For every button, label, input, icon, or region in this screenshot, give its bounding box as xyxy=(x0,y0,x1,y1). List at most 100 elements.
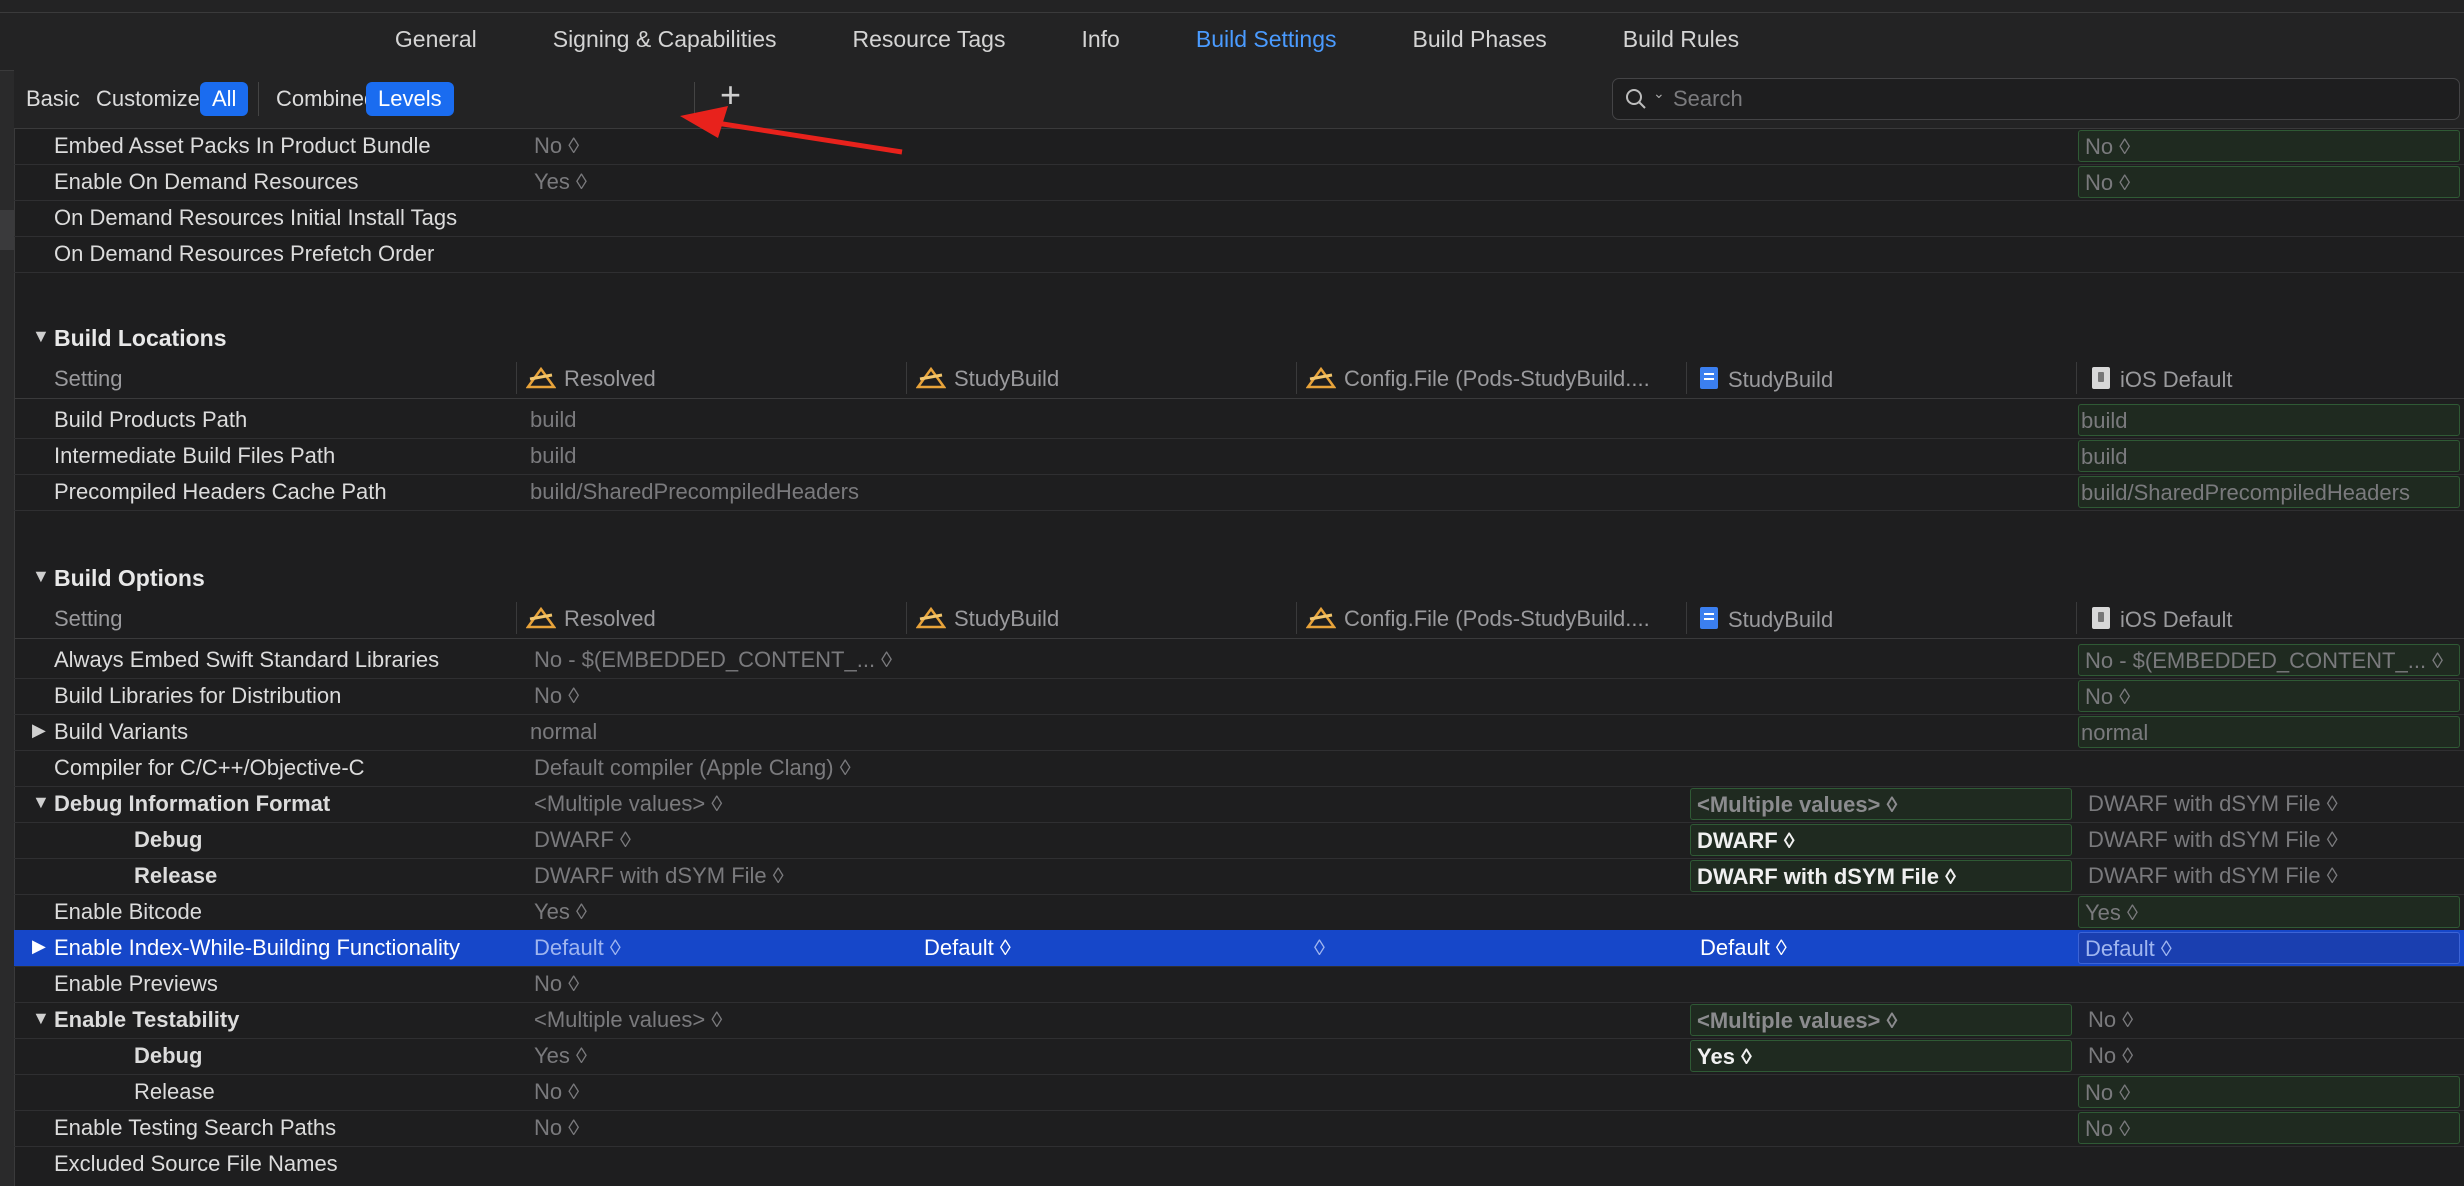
default-value[interactable]: DWARF with dSYM File ◊ xyxy=(2088,791,2338,816)
table-row[interactable]: Release DWARF with dSYM File ◊ DWARF wit… xyxy=(14,858,2464,895)
column-config[interactable]: Config.File (Pods-StudyBuild.... xyxy=(1305,366,1650,395)
config-value[interactable]: ◊ xyxy=(1314,935,1325,960)
column-resolved[interactable]: Resolved xyxy=(525,366,656,395)
resolved-value[interactable]: Default compiler (Apple Clang) ◊ xyxy=(534,755,851,780)
default-value[interactable]: normal xyxy=(2081,720,2149,745)
resolved-value[interactable]: build xyxy=(530,407,577,432)
tab-build-phases[interactable]: Build Phases xyxy=(1412,26,1547,52)
resolved-value[interactable]: DWARF ◊ xyxy=(534,827,631,852)
resolved-value[interactable]: No ◊ xyxy=(534,683,580,708)
default-value[interactable]: DWARF with dSYM File ◊ xyxy=(2088,827,2338,852)
default-value[interactable]: No - $(EMBEDDED_CONTENT_... ◊ xyxy=(2085,648,2444,673)
project-value[interactable]: <Multiple values> ◊ xyxy=(1697,792,1898,817)
default-value[interactable]: build xyxy=(2081,408,2128,433)
table-row[interactable]: Enable Testing Search Paths No ◊ No ◊ xyxy=(14,1110,2464,1147)
project-value[interactable]: <Multiple values> ◊ xyxy=(1697,1008,1898,1033)
table-row[interactable]: Build Libraries for Distribution No ◊ No… xyxy=(14,678,2464,715)
column-default[interactable]: iOS Default xyxy=(2090,366,2233,396)
search-input[interactable] xyxy=(1671,79,2445,119)
resolved-value[interactable]: Yes ◊ xyxy=(534,899,587,924)
default-value[interactable]: No ◊ xyxy=(2085,684,2131,709)
default-value[interactable]: No ◊ xyxy=(2088,1043,2134,1068)
tab-info[interactable]: Info xyxy=(1081,26,1120,52)
default-value[interactable]: No ◊ xyxy=(2085,1116,2131,1141)
table-row[interactable]: On Demand Resources Prefetch Order xyxy=(14,236,2464,273)
resolved-value[interactable]: No ◊ xyxy=(534,1115,580,1140)
resolved-value[interactable]: <Multiple values> ◊ xyxy=(534,791,723,816)
table-row[interactable]: Debug DWARF ◊ DWARF ◊ DWARF with dSYM Fi… xyxy=(14,822,2464,859)
disclosure-open-icon[interactable]: ▼ xyxy=(32,566,50,586)
default-value[interactable]: No ◊ xyxy=(2085,1080,2131,1105)
resolved-value[interactable]: No - $(EMBEDDED_CONTENT_... ◊ xyxy=(534,647,893,672)
default-value[interactable]: Yes ◊ xyxy=(2085,900,2138,925)
table-row[interactable]: Precompiled Headers Cache Path build/Sha… xyxy=(14,474,2464,511)
resolved-value[interactable]: Yes ◊ xyxy=(534,169,587,194)
default-value[interactable]: Default ◊ xyxy=(2085,936,2172,961)
section-build-options[interactable]: ▼ Build Options xyxy=(14,558,2464,598)
project-value[interactable]: DWARF with dSYM File ◊ xyxy=(1697,864,1956,889)
project-value[interactable]: Yes ◊ xyxy=(1697,1044,1752,1069)
tab-build-rules[interactable]: Build Rules xyxy=(1622,26,1740,52)
filter-basic-button[interactable]: Basic xyxy=(26,86,80,111)
default-value[interactable]: No ◊ xyxy=(2088,1007,2134,1032)
target-value[interactable]: Default ◊ xyxy=(924,935,1011,960)
default-value[interactable]: No ◊ xyxy=(2085,170,2131,195)
table-row[interactable]: Embed Asset Packs In Product Bundle No ◊… xyxy=(14,128,2464,165)
table-row-selected[interactable]: ▶ Enable Index-While-Building Functional… xyxy=(14,930,2464,967)
resolved-value[interactable]: build/SharedPrecompiledHeaders xyxy=(530,479,859,504)
tab-resource-tags[interactable]: Resource Tags xyxy=(852,26,1006,52)
filter-combined-button[interactable]: Combined xyxy=(276,86,377,111)
resolved-value[interactable]: Default ◊ xyxy=(534,935,621,960)
table-row[interactable]: Compiler for C/C++/Objective-C Default c… xyxy=(14,750,2464,787)
add-setting-plus-icon[interactable]: + xyxy=(720,74,742,115)
table-row[interactable]: Build Products Path build build xyxy=(14,402,2464,439)
table-row[interactable]: On Demand Resources Initial Install Tags xyxy=(14,200,2464,237)
resolved-value[interactable]: <Multiple values> ◊ xyxy=(534,1007,723,1032)
table-row[interactable]: ▶ Build Variants normal normal xyxy=(14,714,2464,751)
table-row[interactable]: Debug Yes ◊ Yes ◊ No ◊ xyxy=(14,1038,2464,1075)
project-value[interactable]: Default ◊ xyxy=(1700,935,1787,960)
tab-general[interactable]: General xyxy=(394,26,477,52)
column-default[interactable]: iOS Default xyxy=(2090,606,2233,636)
table-row[interactable]: ▼ Enable Testability <Multiple values> ◊… xyxy=(14,1002,2464,1039)
filter-customized-button[interactable]: Customized xyxy=(96,86,213,111)
tab-build-settings[interactable]: Build Settings xyxy=(1195,26,1337,52)
column-config[interactable]: Config.File (Pods-StudyBuild.... xyxy=(1305,606,1650,635)
column-project[interactable]: StudyBuild xyxy=(1698,366,1833,396)
disclosure-closed-icon[interactable]: ▶ xyxy=(32,720,46,740)
disclosure-open-icon[interactable]: ▼ xyxy=(32,326,50,346)
disclosure-open-icon[interactable]: ▼ xyxy=(32,792,50,812)
search-field[interactable]: ⌄ xyxy=(1612,78,2460,120)
resolved-value[interactable]: Yes ◊ xyxy=(534,1043,587,1068)
default-value[interactable]: No ◊ xyxy=(2085,134,2131,159)
resolved-value[interactable]: DWARF with dSYM File ◊ xyxy=(534,863,784,888)
resolved-value[interactable]: No ◊ xyxy=(534,971,580,996)
project-value[interactable]: DWARF ◊ xyxy=(1697,828,1795,853)
resolved-value[interactable]: build xyxy=(530,443,577,468)
resolved-value[interactable]: normal xyxy=(530,719,598,744)
disclosure-closed-icon[interactable]: ▶ xyxy=(32,936,46,956)
table-row[interactable]: Excluded Source File Names xyxy=(14,1146,2464,1182)
section-build-locations[interactable]: ▼ Build Locations xyxy=(14,318,2464,358)
column-project[interactable]: StudyBuild xyxy=(1698,606,1833,636)
default-value[interactable]: build/SharedPrecompiledHeaders xyxy=(2081,480,2410,505)
filter-all-button[interactable]: All xyxy=(200,82,249,116)
table-row[interactable]: Enable Bitcode Yes ◊ Yes ◊ xyxy=(14,894,2464,931)
table-row[interactable]: ▼ Debug Information Format <Multiple val… xyxy=(14,786,2464,823)
default-value[interactable]: DWARF with dSYM File ◊ xyxy=(2088,863,2338,888)
filter-levels-button[interactable]: Levels xyxy=(366,82,454,116)
default-value[interactable]: build xyxy=(2081,444,2128,469)
table-row[interactable]: Enable Previews No ◊ xyxy=(14,966,2464,1003)
column-target[interactable]: StudyBuild xyxy=(915,366,1059,395)
table-row[interactable]: Enable On Demand Resources Yes ◊ No ◊ xyxy=(14,164,2464,201)
search-options-chevron-icon[interactable]: ⌄ xyxy=(1653,85,1665,101)
table-row[interactable]: Release No ◊ No ◊ xyxy=(14,1074,2464,1111)
column-target[interactable]: StudyBuild xyxy=(915,606,1059,635)
resolved-value[interactable]: No ◊ xyxy=(534,1079,580,1104)
column-resolved[interactable]: Resolved xyxy=(525,606,656,635)
disclosure-open-icon[interactable]: ▼ xyxy=(32,1008,50,1028)
table-row[interactable]: Intermediate Build Files Path build buil… xyxy=(14,438,2464,475)
resolved-value[interactable]: No ◊ xyxy=(534,133,580,158)
table-row[interactable]: Always Embed Swift Standard Libraries No… xyxy=(14,642,2464,679)
tab-signing[interactable]: Signing & Capabilities xyxy=(552,26,777,52)
